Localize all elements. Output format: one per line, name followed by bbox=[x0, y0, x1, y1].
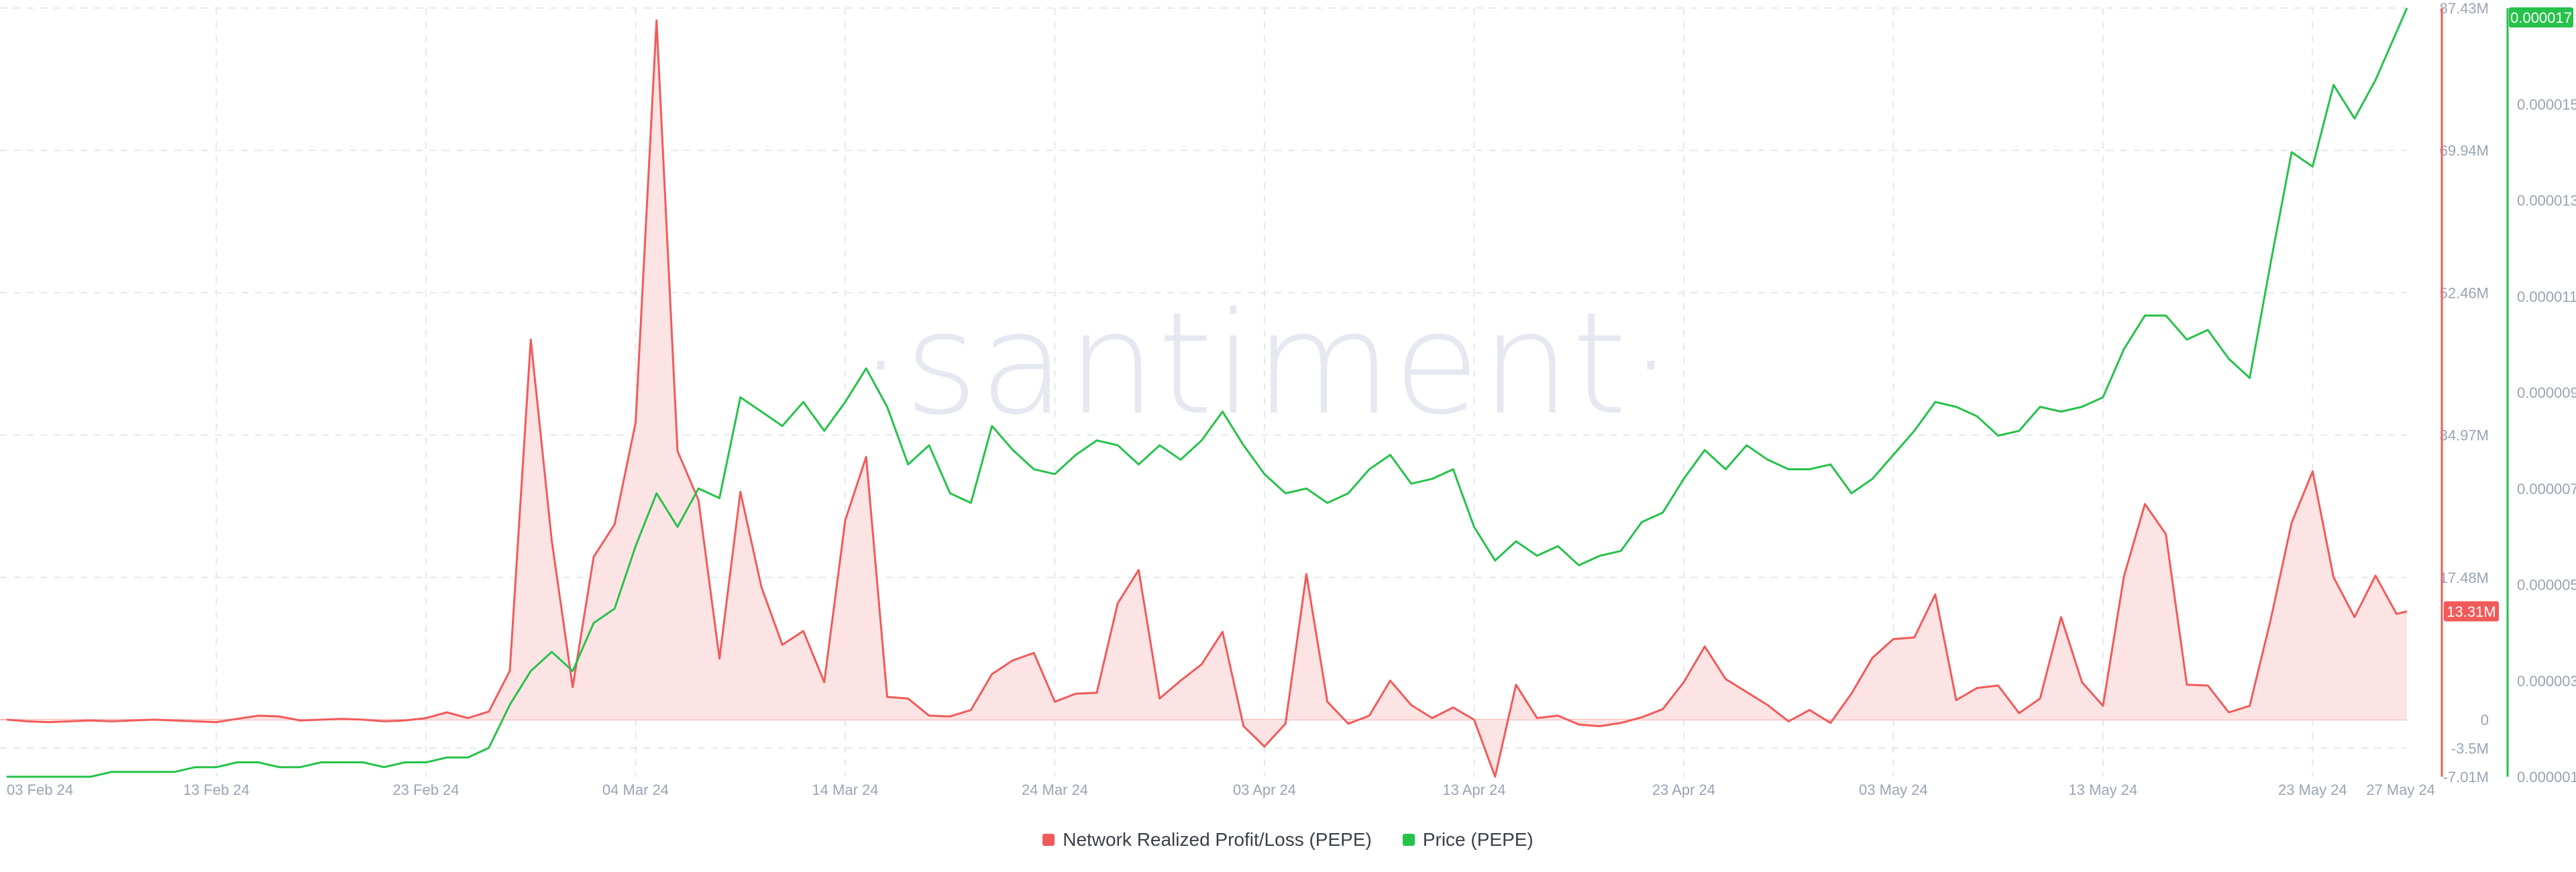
x-axis-tick-label: 27 May 24 bbox=[2366, 781, 2435, 798]
profit-loss-area bbox=[7, 20, 2407, 777]
right-axis-tick-label: 0.000009 bbox=[2517, 384, 2576, 401]
right-axis-tick-label: 0.000013 bbox=[2517, 193, 2576, 209]
left-axis-tick-label: 0 bbox=[2481, 712, 2489, 728]
series-lines bbox=[6, 7, 2408, 778]
current-value-labels: 13.31M 0.000017 bbox=[2444, 7, 2573, 622]
x-axis-tick-label: 03 May 24 bbox=[1859, 781, 1928, 798]
x-axis-tick-label: 13 Feb 24 bbox=[183, 781, 250, 798]
right-axis-tick-label: 0.000007 bbox=[2517, 480, 2576, 497]
x-axis-tick-label: 03 Apr 24 bbox=[1233, 781, 1296, 798]
price-line bbox=[7, 7, 2408, 778]
x-axis-tick-label: 24 Mar 24 bbox=[1022, 781, 1088, 798]
legend-swatch-price bbox=[1402, 834, 1415, 846]
right-axis-tick-label: 0.000005 bbox=[2517, 577, 2576, 594]
current-price-value: 0.000017 bbox=[2510, 9, 2572, 26]
legend-swatch-profit-loss bbox=[1042, 834, 1055, 846]
left-axis-tick-label: 87.43M bbox=[2440, 0, 2489, 17]
current-price-badge bbox=[2509, 7, 2573, 28]
santiment-watermark: ·santiment· bbox=[859, 282, 1675, 446]
legend-label-price: Price (PEPE) bbox=[1422, 829, 1534, 850]
x-axis-tick-label: 03 Feb 24 bbox=[7, 781, 73, 798]
x-axis-tick-label: 23 May 24 bbox=[2278, 781, 2347, 798]
current-profit-loss-badge bbox=[2444, 601, 2499, 622]
right-axis-tick-label: 0.000001 bbox=[2517, 769, 2576, 785]
legend: Network Realized Profit/Loss (PEPE) Pric… bbox=[0, 826, 2576, 853]
legend-item-profit-loss[interactable]: Network Realized Profit/Loss (PEPE) bbox=[1042, 829, 1372, 851]
x-axis-tick-label: 04 Mar 24 bbox=[602, 781, 669, 798]
x-axis-tick-label: 13 May 24 bbox=[2069, 781, 2138, 798]
right-axis-tick-label: 0.000003 bbox=[2517, 673, 2576, 690]
axes: 87.43M 69.94M 52.46M 34.97M 17.48M 0 -3.5M -7.0… bbox=[7, 0, 2576, 798]
legend-item-price[interactable]: Price (PEPE) bbox=[1402, 829, 1534, 851]
left-axis-tick-label: -3.5M bbox=[2451, 740, 2489, 757]
legend-label-profit-loss: Network Realized Profit/Loss (PEPE) bbox=[1063, 829, 1372, 850]
left-axis-tick-label: -7.01M bbox=[2443, 769, 2489, 785]
right-axis-tick-label: 0.000015 bbox=[2517, 96, 2576, 113]
left-axis-tick-label: 17.48M bbox=[2440, 569, 2489, 586]
profit-loss-line bbox=[6, 19, 2408, 778]
current-profit-loss-value: 13.31M bbox=[2447, 603, 2496, 620]
left-axis-tick-label: 52.46M bbox=[2440, 284, 2489, 301]
x-axis-tick-label: 14 Mar 24 bbox=[812, 781, 878, 798]
x-axis-tick-label: 23 Feb 24 bbox=[392, 781, 459, 798]
right-axis-tick-label: 0.000011 bbox=[2517, 288, 2576, 305]
x-axis-tick-label: 23 Apr 24 bbox=[1652, 781, 1715, 798]
left-axis-tick-label: 69.94M bbox=[2440, 142, 2489, 159]
x-axis-tick-label: 13 Apr 24 bbox=[1442, 781, 1505, 798]
profit-loss-area-layer bbox=[7, 20, 2407, 777]
left-axis-tick-label: 34.97M bbox=[2440, 427, 2489, 444]
